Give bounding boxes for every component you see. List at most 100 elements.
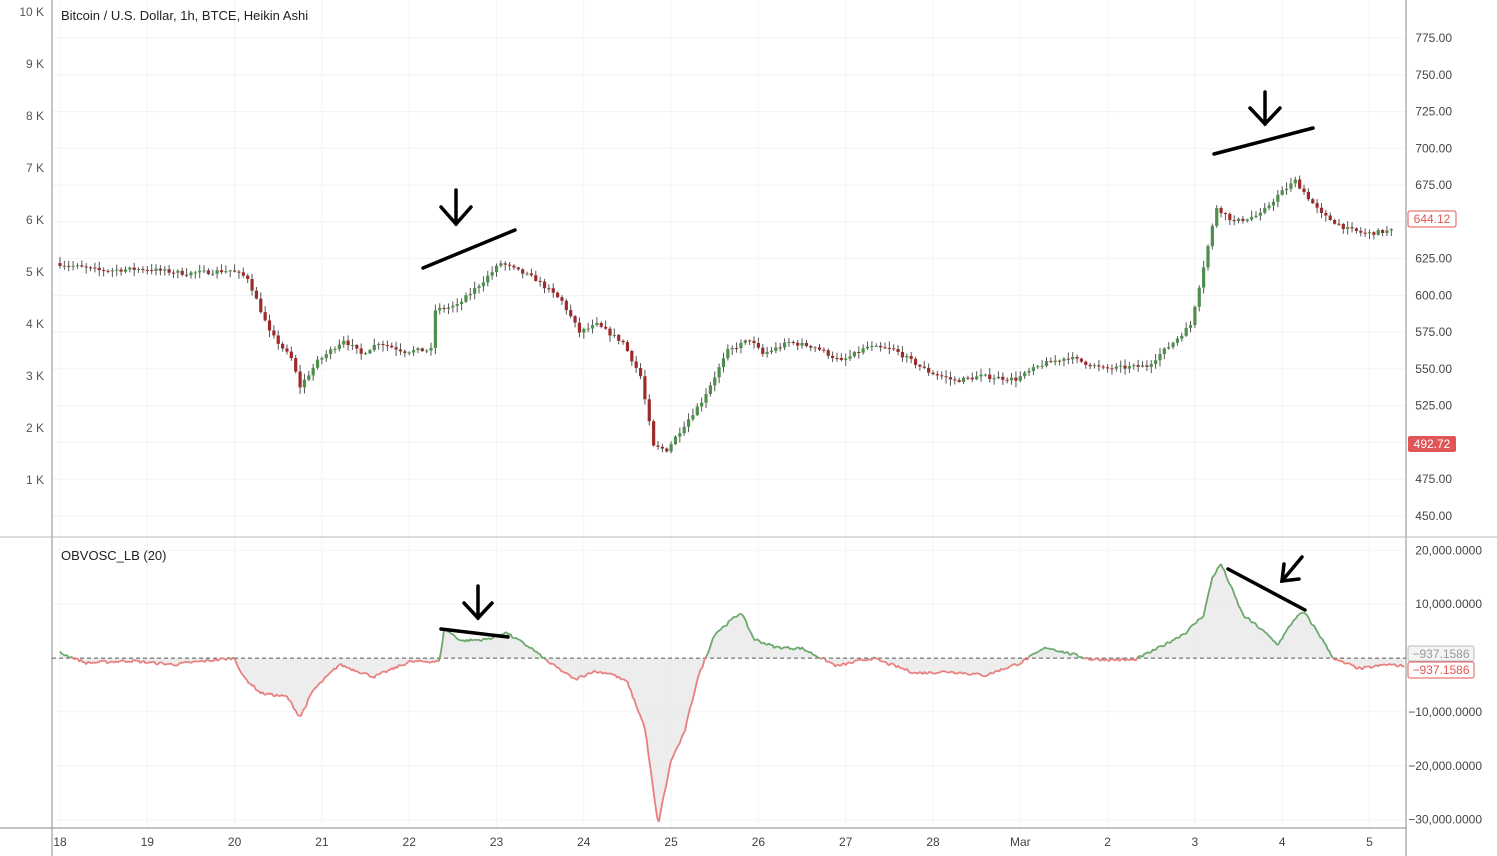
candle (398, 343, 403, 356)
annotation-drawings[interactable] (421, 90, 1315, 639)
oscillator-segment (380, 670, 384, 674)
candle (97, 261, 101, 277)
candle (80, 260, 84, 268)
candle (281, 341, 285, 352)
oscillator-segment (1211, 574, 1215, 578)
candle (390, 342, 394, 349)
oscillator-segment (1391, 663, 1395, 666)
oscillator-segment (308, 692, 313, 697)
candle (839, 353, 843, 362)
candle (503, 261, 507, 271)
candle (1367, 229, 1372, 240)
oscillator-segment (658, 811, 662, 823)
candle (691, 408, 695, 422)
oscillator-segment (750, 633, 755, 639)
candle (983, 373, 987, 377)
oscillator-segment (1215, 567, 1219, 573)
oscillator-segment (1019, 661, 1023, 665)
candle (730, 345, 734, 356)
oscillator-segment (890, 662, 894, 665)
oscillator-segment (536, 651, 540, 655)
time-tick-label: 21 (315, 835, 329, 849)
oscillator-segment (1377, 663, 1381, 668)
oscillator-segment (1273, 640, 1276, 643)
oscillator-segment (1026, 656, 1030, 661)
oscillator-segment (1220, 563, 1224, 569)
oscillator-segment (590, 671, 594, 675)
oscillator-segment (73, 657, 77, 661)
trendline-osc-2[interactable] (1226, 567, 1307, 612)
candle (748, 339, 752, 345)
down-arrow-icon[interactable] (1248, 90, 1282, 127)
candle (276, 330, 280, 350)
oscillator-segment (787, 646, 791, 650)
oscillator-segment (160, 661, 164, 665)
candle (298, 365, 302, 394)
oscillator-segment (866, 658, 869, 662)
oscillator-segment (1028, 654, 1032, 658)
trendline-price-1[interactable] (421, 228, 517, 270)
oscillator-segment (1038, 648, 1042, 652)
candle (136, 267, 141, 274)
candle (1337, 219, 1341, 226)
oscillator-segment (66, 654, 70, 658)
price-tick-label: 600.00 (1415, 288, 1452, 302)
oscillator-segment (478, 638, 482, 642)
candle (154, 264, 158, 276)
candle (1197, 285, 1201, 312)
time-axis[interactable]: 18 19 20 21 22 23 24 25 26 27 28 Mar 2 3 4 5 (53, 835, 1373, 849)
candle (1162, 347, 1166, 360)
oscillator-segment (661, 794, 665, 803)
oscillator-segment (97, 660, 101, 664)
candle (695, 403, 699, 417)
oscillator-segment (848, 661, 852, 664)
candle (1276, 190, 1280, 208)
oscillator-segment (628, 687, 632, 691)
oscillator-segment (328, 671, 332, 675)
candle (110, 267, 114, 278)
candle (1359, 227, 1363, 237)
oscillator-segment (692, 687, 697, 696)
candle (302, 373, 307, 394)
oscillator-segment (240, 672, 244, 676)
oscillator-segment (1361, 666, 1366, 670)
down-arrow-icon[interactable] (462, 584, 494, 621)
candle (307, 370, 311, 382)
trendline-price-2[interactable] (1212, 126, 1315, 156)
oscillator-segment (875, 657, 878, 660)
down-arrow-icon[interactable] (439, 188, 473, 227)
candle (1158, 348, 1162, 367)
candle (534, 270, 538, 282)
oscillator-segment (378, 671, 382, 676)
candle (1092, 363, 1097, 369)
oscillator-segment (439, 642, 444, 654)
oscillator-axis[interactable]: 20,000.0000 10,000.0000 −10,000.0000 −20,00… (1408, 543, 1482, 826)
candle (1202, 260, 1206, 294)
candle (782, 338, 787, 351)
candle (433, 304, 437, 355)
oscillator-segment (1068, 653, 1072, 656)
candle (512, 264, 516, 271)
oscillator-segment (745, 621, 749, 628)
oscillator-segment (885, 661, 889, 665)
trendline-osc-1[interactable] (439, 627, 510, 639)
oscillator-segment (90, 661, 94, 665)
oscillator-segment (1155, 646, 1159, 650)
oscillator-segment (63, 653, 66, 657)
price-tick-label: 475.00 (1415, 472, 1452, 486)
candle (1114, 363, 1118, 372)
candle (525, 271, 529, 276)
oscillator-segment (1316, 630, 1320, 636)
oscillator-segment (1229, 583, 1233, 588)
candle (612, 328, 616, 338)
oscillator-segment (1239, 608, 1243, 613)
candle (1306, 188, 1310, 201)
down-left-arrow-icon[interactable] (1280, 555, 1304, 583)
candle (1180, 332, 1184, 342)
candle (1005, 377, 1009, 384)
oscillator-segment (649, 765, 653, 779)
oscillator-segment (1021, 659, 1025, 664)
oscillator-segment (1374, 664, 1377, 667)
oscillator-segment (1122, 658, 1126, 662)
